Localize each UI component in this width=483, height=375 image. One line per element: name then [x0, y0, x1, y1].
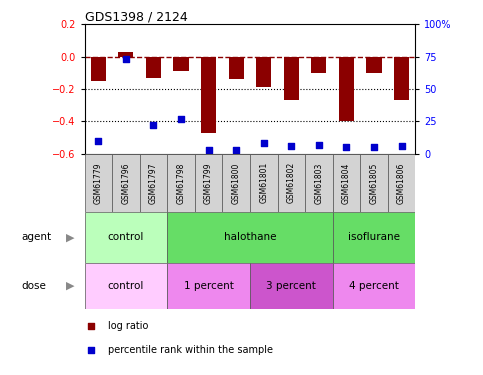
Bar [250, 154, 278, 212]
Point [287, 143, 295, 149]
Bar [146, 57, 161, 78]
Text: GSM61800: GSM61800 [232, 162, 241, 204]
Text: GSM61801: GSM61801 [259, 162, 268, 203]
Bar [85, 262, 167, 309]
Text: 1 percent: 1 percent [184, 281, 234, 291]
Text: dose: dose [22, 281, 47, 291]
Text: GDS1398 / 2124: GDS1398 / 2124 [85, 10, 187, 23]
Bar [91, 57, 106, 81]
Bar [256, 57, 271, 87]
Bar [284, 57, 299, 100]
Text: GSM61802: GSM61802 [287, 162, 296, 203]
Bar [222, 154, 250, 212]
Bar [85, 212, 167, 262]
Text: 4 percent: 4 percent [349, 281, 399, 291]
Bar [201, 57, 216, 133]
Bar [167, 262, 250, 309]
Point [260, 140, 268, 146]
Point [95, 138, 102, 144]
Bar [333, 262, 415, 309]
Text: GSM61806: GSM61806 [397, 162, 406, 204]
Point [122, 56, 130, 62]
Bar [167, 212, 333, 262]
Bar [140, 154, 167, 212]
Bar [278, 154, 305, 212]
Bar [250, 262, 333, 309]
Text: control: control [108, 232, 144, 242]
Point [398, 143, 405, 149]
Point [87, 323, 95, 329]
Bar [333, 212, 415, 262]
Text: ▶: ▶ [66, 281, 74, 291]
Bar [333, 154, 360, 212]
Text: agent: agent [22, 232, 52, 242]
Point [232, 147, 240, 153]
Bar [367, 57, 382, 73]
Point [342, 144, 350, 150]
Bar [118, 52, 133, 57]
Point [205, 147, 213, 153]
Bar [228, 57, 244, 80]
Bar [360, 154, 388, 212]
Bar [305, 154, 333, 212]
Text: percentile rank within the sample: percentile rank within the sample [108, 345, 273, 355]
Bar [112, 154, 140, 212]
Text: GSM61799: GSM61799 [204, 162, 213, 204]
Bar [394, 57, 409, 100]
Point [177, 116, 185, 122]
Point [370, 144, 378, 150]
Text: GSM61797: GSM61797 [149, 162, 158, 204]
Bar [388, 154, 415, 212]
Bar [312, 57, 327, 73]
Text: log ratio: log ratio [108, 321, 148, 331]
Text: halothane: halothane [224, 232, 276, 242]
Text: ▶: ▶ [66, 232, 74, 242]
Text: GSM61798: GSM61798 [176, 162, 185, 204]
Bar [85, 154, 112, 212]
Text: GSM61803: GSM61803 [314, 162, 324, 204]
Text: GSM61805: GSM61805 [369, 162, 379, 204]
Text: GSM61796: GSM61796 [121, 162, 130, 204]
Text: 3 percent: 3 percent [266, 281, 316, 291]
Point [150, 122, 157, 128]
Bar [339, 57, 354, 122]
Text: control: control [108, 281, 144, 291]
Bar [195, 154, 222, 212]
Bar [173, 57, 188, 71]
Text: GSM61779: GSM61779 [94, 162, 103, 204]
Point [315, 142, 323, 148]
Text: isoflurane: isoflurane [348, 232, 400, 242]
Bar [167, 154, 195, 212]
Text: GSM61804: GSM61804 [342, 162, 351, 204]
Point [87, 346, 95, 352]
